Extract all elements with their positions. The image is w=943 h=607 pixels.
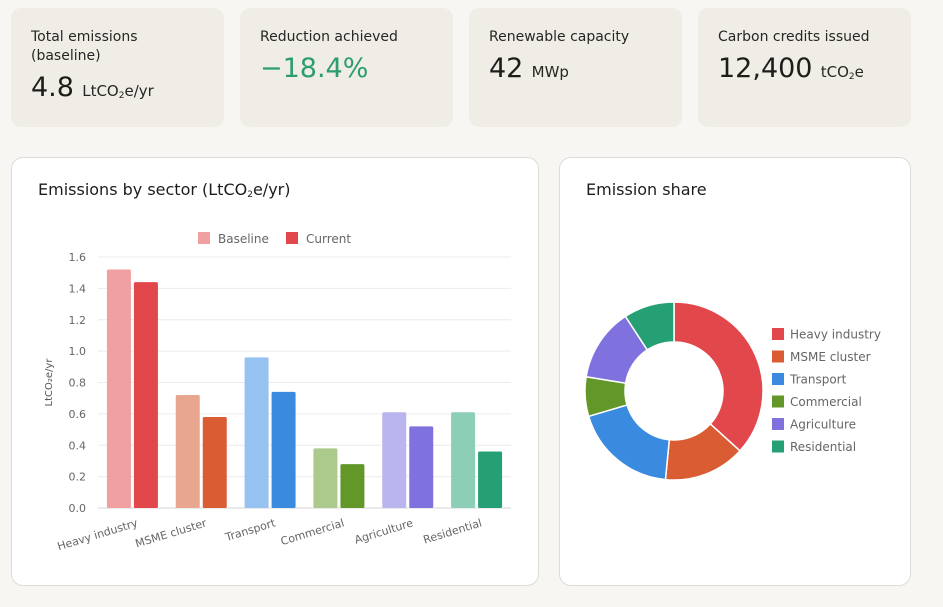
y-tick-label: 1.0 bbox=[69, 345, 87, 358]
kpi-label: Carbon credits issued bbox=[718, 29, 870, 45]
kpi-label: Total emissions (baseline) bbox=[31, 29, 138, 64]
legend-label: Transport bbox=[789, 373, 847, 387]
donut-slice bbox=[624, 301, 675, 351]
bar-baseline bbox=[451, 412, 476, 508]
legend-label: Commercial bbox=[790, 395, 862, 409]
donut-slice bbox=[587, 404, 671, 481]
legend-label: Baseline bbox=[218, 232, 269, 246]
legend-swatch bbox=[772, 328, 784, 340]
y-tick-label: 1.4 bbox=[69, 282, 87, 295]
legend-label: Residential bbox=[790, 440, 856, 454]
legend-label: MSME cluster bbox=[790, 350, 871, 364]
legend-swatch bbox=[772, 418, 784, 430]
bar-current bbox=[133, 282, 158, 508]
pie-chart-title: Emission share bbox=[586, 180, 707, 199]
y-tick-label: 1.2 bbox=[69, 314, 87, 327]
bar-baseline bbox=[244, 357, 269, 508]
bar-baseline bbox=[382, 412, 407, 508]
x-tick-label: Heavy industry bbox=[56, 516, 140, 553]
legend-swatch bbox=[772, 395, 784, 408]
bar-chart-card: Emissions by sector (LtCO2e/yr) 0.0 0.2 0.… bbox=[11, 157, 539, 586]
y-tick-label: 0.6 bbox=[69, 408, 87, 421]
legend-swatch bbox=[772, 373, 784, 385]
donut-chart: Heavy industry MSME cluster Transport Comme… bbox=[584, 301, 881, 481]
pie-chart-card: Emission share Heavy industry MSME cluste… bbox=[559, 157, 911, 586]
kpi-value: 42 MWp bbox=[489, 53, 569, 84]
bar-chart-title: Emissions by sector (LtCO2e/yr) bbox=[38, 180, 291, 200]
kpi-card-renewable-capacity: Renewable capacity 42 MWp bbox=[469, 8, 682, 127]
x-tick-label: Transport bbox=[223, 516, 278, 544]
legend-label: Current bbox=[306, 232, 351, 246]
legend-label: Agriculture bbox=[790, 418, 856, 432]
legend-swatch bbox=[198, 232, 210, 244]
y-tick-label: 0.8 bbox=[69, 377, 87, 390]
donut-slice bbox=[673, 301, 764, 452]
legend-swatch bbox=[286, 232, 298, 244]
bar-current bbox=[340, 464, 365, 508]
x-tick-label: Residential bbox=[422, 516, 484, 546]
x-tick-label: Commercial bbox=[279, 516, 346, 548]
kpi-card-reduction: Reduction achieved −18.4% bbox=[240, 8, 453, 127]
legend-label: Heavy industry bbox=[790, 328, 881, 342]
legend-swatch bbox=[772, 440, 784, 453]
bar-current bbox=[478, 451, 503, 508]
bar-baseline bbox=[175, 395, 200, 508]
kpi-label: Reduction achieved bbox=[260, 29, 398, 45]
bar-current bbox=[202, 417, 227, 508]
kpi-label: Renewable capacity bbox=[489, 29, 630, 45]
bar-baseline bbox=[313, 448, 338, 508]
y-tick-label: 1.6 bbox=[69, 251, 87, 264]
bar-baseline bbox=[106, 269, 131, 508]
kpi-value: 12,400 tCO2e bbox=[718, 53, 864, 84]
y-tick-label: 0.0 bbox=[69, 502, 87, 515]
kpi-value: −18.4% bbox=[260, 53, 369, 84]
y-axis-title: LtCO₂e/yr bbox=[44, 358, 55, 407]
kpi-value: 4.8 LtCO2e/yr bbox=[31, 72, 154, 103]
y-tick-label: 0.4 bbox=[69, 439, 87, 452]
kpi-card-total-emissions: Total emissions (baseline) 4.8 LtCO2e/yr bbox=[11, 8, 224, 127]
legend-swatch bbox=[772, 350, 784, 363]
bar-current bbox=[409, 426, 434, 508]
y-tick-label: 0.2 bbox=[69, 471, 87, 484]
x-tick-label: MSME cluster bbox=[134, 516, 209, 550]
kpi-card-carbon-credits: Carbon credits issued 12,400 tCO2e bbox=[698, 8, 911, 127]
x-tick-label: Agriculture bbox=[353, 516, 415, 546]
bar-current bbox=[271, 391, 296, 508]
bar-chart: 0.0 0.2 0.4 0.6 0.8 1.0 1.2 1.4 1.6 LtCO₂e/yr Heav… bbox=[44, 232, 511, 553]
